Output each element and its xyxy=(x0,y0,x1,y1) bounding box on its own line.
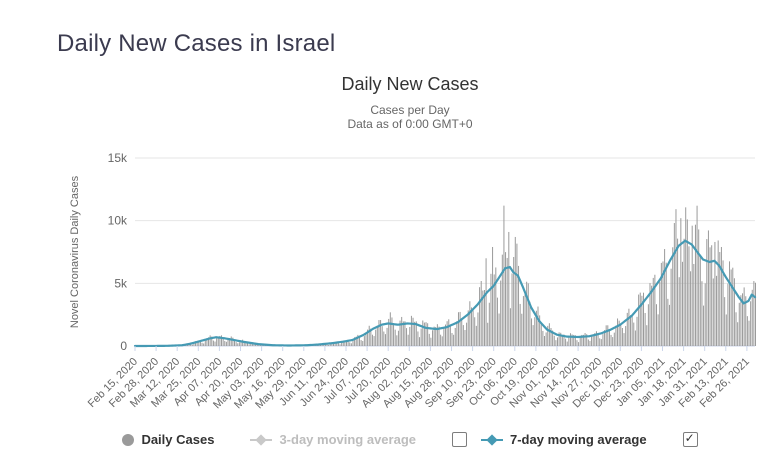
legend-item-daily-cases[interactable]: Daily Cases xyxy=(122,432,214,447)
ma7-checkbox[interactable] xyxy=(682,431,698,447)
chart-header: Daily New Cases Cases per Day Data as of… xyxy=(40,74,780,131)
ma3-line-marker-icon xyxy=(250,433,273,446)
y-axis-tick-label: 10k xyxy=(108,214,128,228)
legend-item-7day-avg[interactable]: 7-day moving average xyxy=(481,432,647,447)
y-axis-tick-label: 5k xyxy=(114,276,128,290)
legend-item-3day-avg[interactable]: 3-day moving average xyxy=(250,432,416,447)
daily-cases-bars xyxy=(159,205,756,346)
y-axis-title: Novel Coronavirus Daily Cases xyxy=(69,175,81,328)
chart-subtitle: Cases per Day Data as of 0:00 GMT+0 xyxy=(40,103,780,131)
ma7-line xyxy=(133,239,757,348)
chart-title: Daily New Cases xyxy=(341,74,479,94)
ma7-line-marker-icon xyxy=(481,433,503,446)
daily-cases-label: Daily Cases xyxy=(141,432,215,447)
chart-legend: Daily Cases 3-day moving average 7-day m… xyxy=(40,431,780,447)
ma3-label: 3-day moving average xyxy=(279,432,416,447)
chart-subtitle-line1: Cases per Day xyxy=(370,103,450,117)
page-title: Daily New Cases in Israel xyxy=(57,30,336,58)
y-axis-tick-label: 15k xyxy=(108,151,128,165)
ma3-checkbox[interactable] xyxy=(452,432,467,447)
y-axis-tick-label: 0 xyxy=(120,339,127,353)
ma7-label: 7-day moving average xyxy=(510,432,647,447)
daily-cases-marker-icon xyxy=(122,433,135,446)
chart-subtitle-line2: Data as of 0:00 GMT+0 xyxy=(347,117,473,131)
